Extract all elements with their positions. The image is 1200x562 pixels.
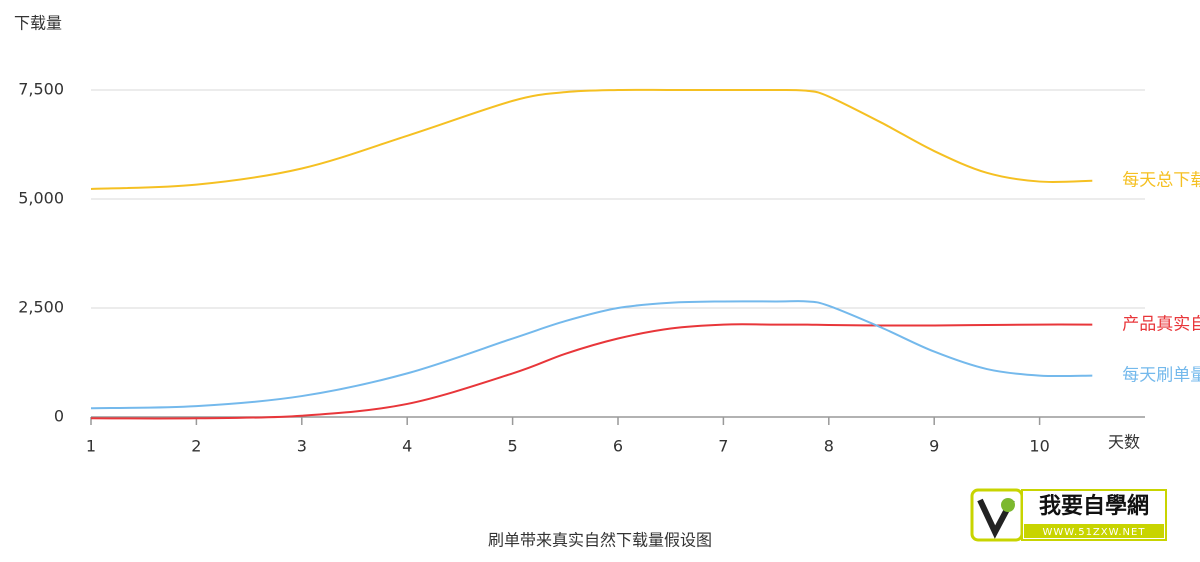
y-tick-label: 2,500	[18, 298, 64, 317]
x-tick-label: 5	[508, 437, 518, 456]
watermark: 我要自學網 WWW.51ZXW.NET	[970, 488, 1167, 542]
series-line	[90, 323, 1093, 420]
y-axis-label: 下载量	[14, 14, 62, 33]
watermark-text: 我要自學網	[1039, 493, 1149, 519]
x-axis-label: 天数	[1108, 433, 1140, 452]
y-tick-label: 5,000	[18, 189, 64, 208]
x-tick-label: 8	[824, 437, 834, 456]
y-tick-label: 0	[54, 407, 64, 426]
x-tick-label: 1	[86, 437, 96, 456]
x-tick-label: 9	[929, 437, 939, 456]
logo-url-band	[1024, 524, 1164, 538]
series-label: 每天总下载量	[1122, 171, 1200, 191]
chart-title: 刷单带来真实自然下载量假设图	[488, 531, 712, 550]
x-tick-label: 7	[718, 437, 728, 456]
logo-leaf	[1001, 498, 1015, 512]
series-line	[90, 300, 1093, 410]
watermark-url: WWW.51ZXW.NET	[1043, 527, 1146, 538]
x-tick-label: 3	[297, 437, 307, 456]
y-tick-label: 7,500	[18, 80, 64, 99]
series-label: 每天刷单量	[1122, 366, 1200, 386]
x-tick-label: 10	[1029, 437, 1049, 456]
x-tick-label: 2	[191, 437, 201, 456]
x-tick-label: 4	[402, 437, 412, 456]
series-label: 产品真实自然下载量	[1122, 315, 1200, 335]
series-line	[90, 88, 1093, 190]
x-tick-label: 6	[613, 437, 623, 456]
